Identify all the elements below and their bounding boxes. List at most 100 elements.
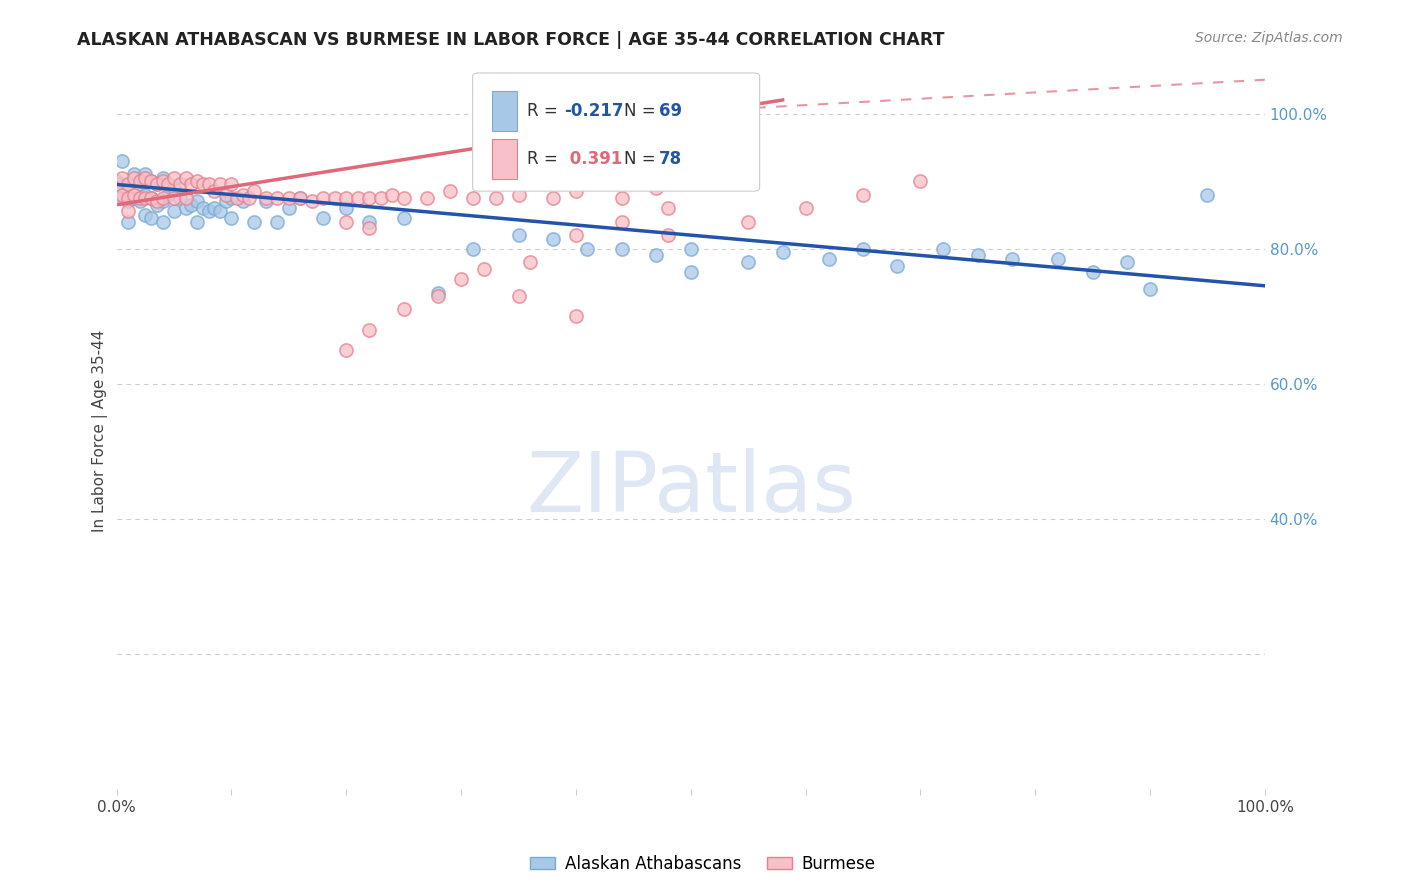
Point [122, 187, 145, 202]
Point [197, 204, 219, 219]
Point [202, 184, 225, 198]
Point [415, 191, 437, 205]
Point [111, 153, 134, 168]
Point [163, 170, 186, 185]
Point [381, 187, 404, 202]
FancyBboxPatch shape [472, 73, 759, 191]
Legend: Alaskan Athabascans, Burmese: Alaskan Athabascans, Burmese [523, 848, 883, 880]
Point [163, 191, 186, 205]
Point [146, 198, 169, 212]
Point [128, 178, 150, 192]
Point [105, 191, 128, 205]
Point [134, 167, 156, 181]
Point [117, 194, 139, 209]
Point [966, 248, 988, 262]
Point [197, 178, 219, 192]
Point [852, 242, 875, 256]
Point [576, 242, 599, 256]
FancyBboxPatch shape [492, 139, 517, 178]
Point [180, 178, 202, 192]
Point [139, 174, 162, 188]
Point [1047, 252, 1070, 266]
Point [323, 191, 346, 205]
Point [645, 181, 668, 195]
Point [312, 191, 335, 205]
Point [886, 259, 908, 273]
Point [266, 191, 288, 205]
Point [392, 191, 415, 205]
Point [254, 191, 277, 205]
Point [139, 174, 162, 188]
Point [450, 272, 472, 286]
Point [152, 174, 174, 188]
Point [472, 261, 495, 276]
Point [146, 178, 169, 192]
Point [301, 194, 323, 209]
Point [232, 194, 254, 209]
Point [202, 201, 225, 215]
Point [541, 191, 564, 205]
Point [290, 191, 312, 205]
Point [117, 204, 139, 219]
Point [139, 191, 162, 205]
Point [359, 191, 381, 205]
Point [290, 191, 312, 205]
Point [208, 178, 231, 192]
Point [277, 191, 299, 205]
Point [439, 184, 461, 198]
Point [134, 170, 156, 185]
Point [359, 323, 381, 337]
Point [139, 211, 162, 226]
Point [335, 201, 357, 215]
Point [208, 204, 231, 219]
Point [508, 228, 530, 243]
Point [657, 201, 679, 215]
Point [152, 170, 174, 185]
Point [1081, 265, 1104, 279]
Point [346, 191, 368, 205]
Point [565, 309, 588, 323]
Point [817, 252, 839, 266]
Point [772, 245, 794, 260]
Point [484, 191, 506, 205]
Point [105, 174, 128, 188]
Point [335, 214, 357, 228]
Point [215, 187, 238, 202]
Point [232, 187, 254, 202]
Point [737, 255, 759, 269]
Point [105, 178, 128, 192]
Point [105, 191, 128, 205]
Point [737, 214, 759, 228]
Point [679, 242, 702, 256]
Point [238, 191, 260, 205]
Point [111, 191, 134, 205]
Y-axis label: In Labor Force | Age 35-44: In Labor Force | Age 35-44 [93, 330, 108, 533]
Point [277, 201, 299, 215]
Text: N =: N = [624, 150, 655, 168]
Point [180, 198, 202, 212]
Point [254, 194, 277, 209]
Point [174, 191, 197, 205]
Point [359, 221, 381, 235]
Point [174, 170, 197, 185]
Point [139, 191, 162, 205]
Point [565, 184, 588, 198]
Point [794, 201, 817, 215]
Point [128, 174, 150, 188]
Point [910, 174, 932, 188]
Point [359, 214, 381, 228]
Point [122, 191, 145, 205]
Point [157, 187, 180, 202]
Point [243, 184, 266, 198]
Point [519, 255, 541, 269]
Point [392, 302, 415, 317]
Point [427, 289, 450, 303]
Point [111, 187, 134, 202]
Point [461, 242, 484, 256]
Point [191, 178, 214, 192]
Text: R =: R = [527, 150, 562, 168]
Point [128, 191, 150, 205]
Point [1139, 282, 1161, 296]
Text: -0.217: -0.217 [564, 102, 624, 120]
Point [392, 211, 415, 226]
